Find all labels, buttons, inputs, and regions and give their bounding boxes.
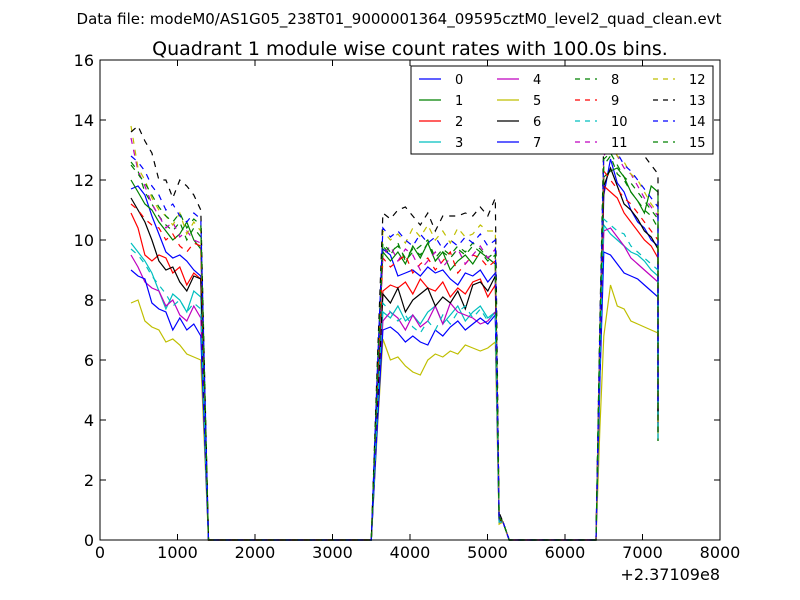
legend-label-11: 11 xyxy=(611,136,628,151)
x-tick-label: 3000 xyxy=(312,543,353,562)
x-tick-label: 4000 xyxy=(390,543,431,562)
series-line-13 xyxy=(130,121,659,541)
series-line-4 xyxy=(130,227,659,541)
series-line-1 xyxy=(130,167,659,541)
y-tick-label: 2 xyxy=(84,471,94,490)
series-line-11 xyxy=(130,137,659,541)
y-tick-label: 10 xyxy=(74,231,94,250)
series-line-5 xyxy=(130,284,659,541)
datafile-label: Data file: modeM0/AS1G05_238T01_90000013… xyxy=(77,10,722,29)
legend-label-3: 3 xyxy=(455,136,463,151)
series-line-9 xyxy=(130,169,659,541)
legend-label-9: 9 xyxy=(611,94,619,109)
legend-label-0: 0 xyxy=(455,73,463,88)
legend-label-2: 2 xyxy=(455,115,463,130)
x-tick-label: 2000 xyxy=(235,543,276,562)
series-line-8 xyxy=(130,154,659,541)
x-tick-label: 8000 xyxy=(700,543,741,562)
legend-label-13: 13 xyxy=(689,94,706,109)
legend-label-4: 4 xyxy=(533,73,541,88)
legend-box xyxy=(410,65,714,155)
series-line-15 xyxy=(130,152,659,541)
y-tick-label: 0 xyxy=(84,531,94,550)
legend-label-8: 8 xyxy=(611,73,619,88)
series-line-6 xyxy=(130,166,659,541)
series-line-10 xyxy=(130,217,659,541)
series-line-14 xyxy=(130,146,659,541)
series-line-7 xyxy=(130,251,659,541)
legend-label-14: 14 xyxy=(689,115,706,130)
legend-label-5: 5 xyxy=(533,94,541,109)
y-tick-label: 12 xyxy=(74,171,94,190)
legend-label-15: 15 xyxy=(689,136,706,151)
y-tick-label: 14 xyxy=(74,111,94,130)
y-tick-label: 4 xyxy=(84,411,94,430)
legend-label-10: 10 xyxy=(611,115,628,130)
x-tick-label: 0 xyxy=(95,543,105,562)
legend-label-1: 1 xyxy=(455,94,463,109)
x-tick-label: 5000 xyxy=(467,543,508,562)
series-line-12 xyxy=(130,125,659,541)
plot-area xyxy=(130,121,659,541)
x-offset-label: +2.37109e8 xyxy=(620,565,720,584)
x-tick-label: 7000 xyxy=(622,543,663,562)
y-tick-label: 8 xyxy=(84,291,94,310)
series-line-3 xyxy=(130,223,659,541)
x-tick-label: 6000 xyxy=(545,543,586,562)
series-line-2 xyxy=(130,184,659,541)
legend-label-6: 6 xyxy=(533,115,541,130)
chart-title: Quadrant 1 module wise count rates with … xyxy=(152,38,668,60)
legend-label-7: 7 xyxy=(533,136,541,151)
y-tick-label: 16 xyxy=(74,51,94,70)
series-line-0 xyxy=(130,158,659,541)
legend-label-12: 12 xyxy=(689,73,706,88)
x-tick-label: 1000 xyxy=(157,543,198,562)
x-axis: 0 1000 2000 3000 4000 5000 6000 7000 8000 xyxy=(95,60,740,562)
y-tick-label: 6 xyxy=(84,351,94,370)
